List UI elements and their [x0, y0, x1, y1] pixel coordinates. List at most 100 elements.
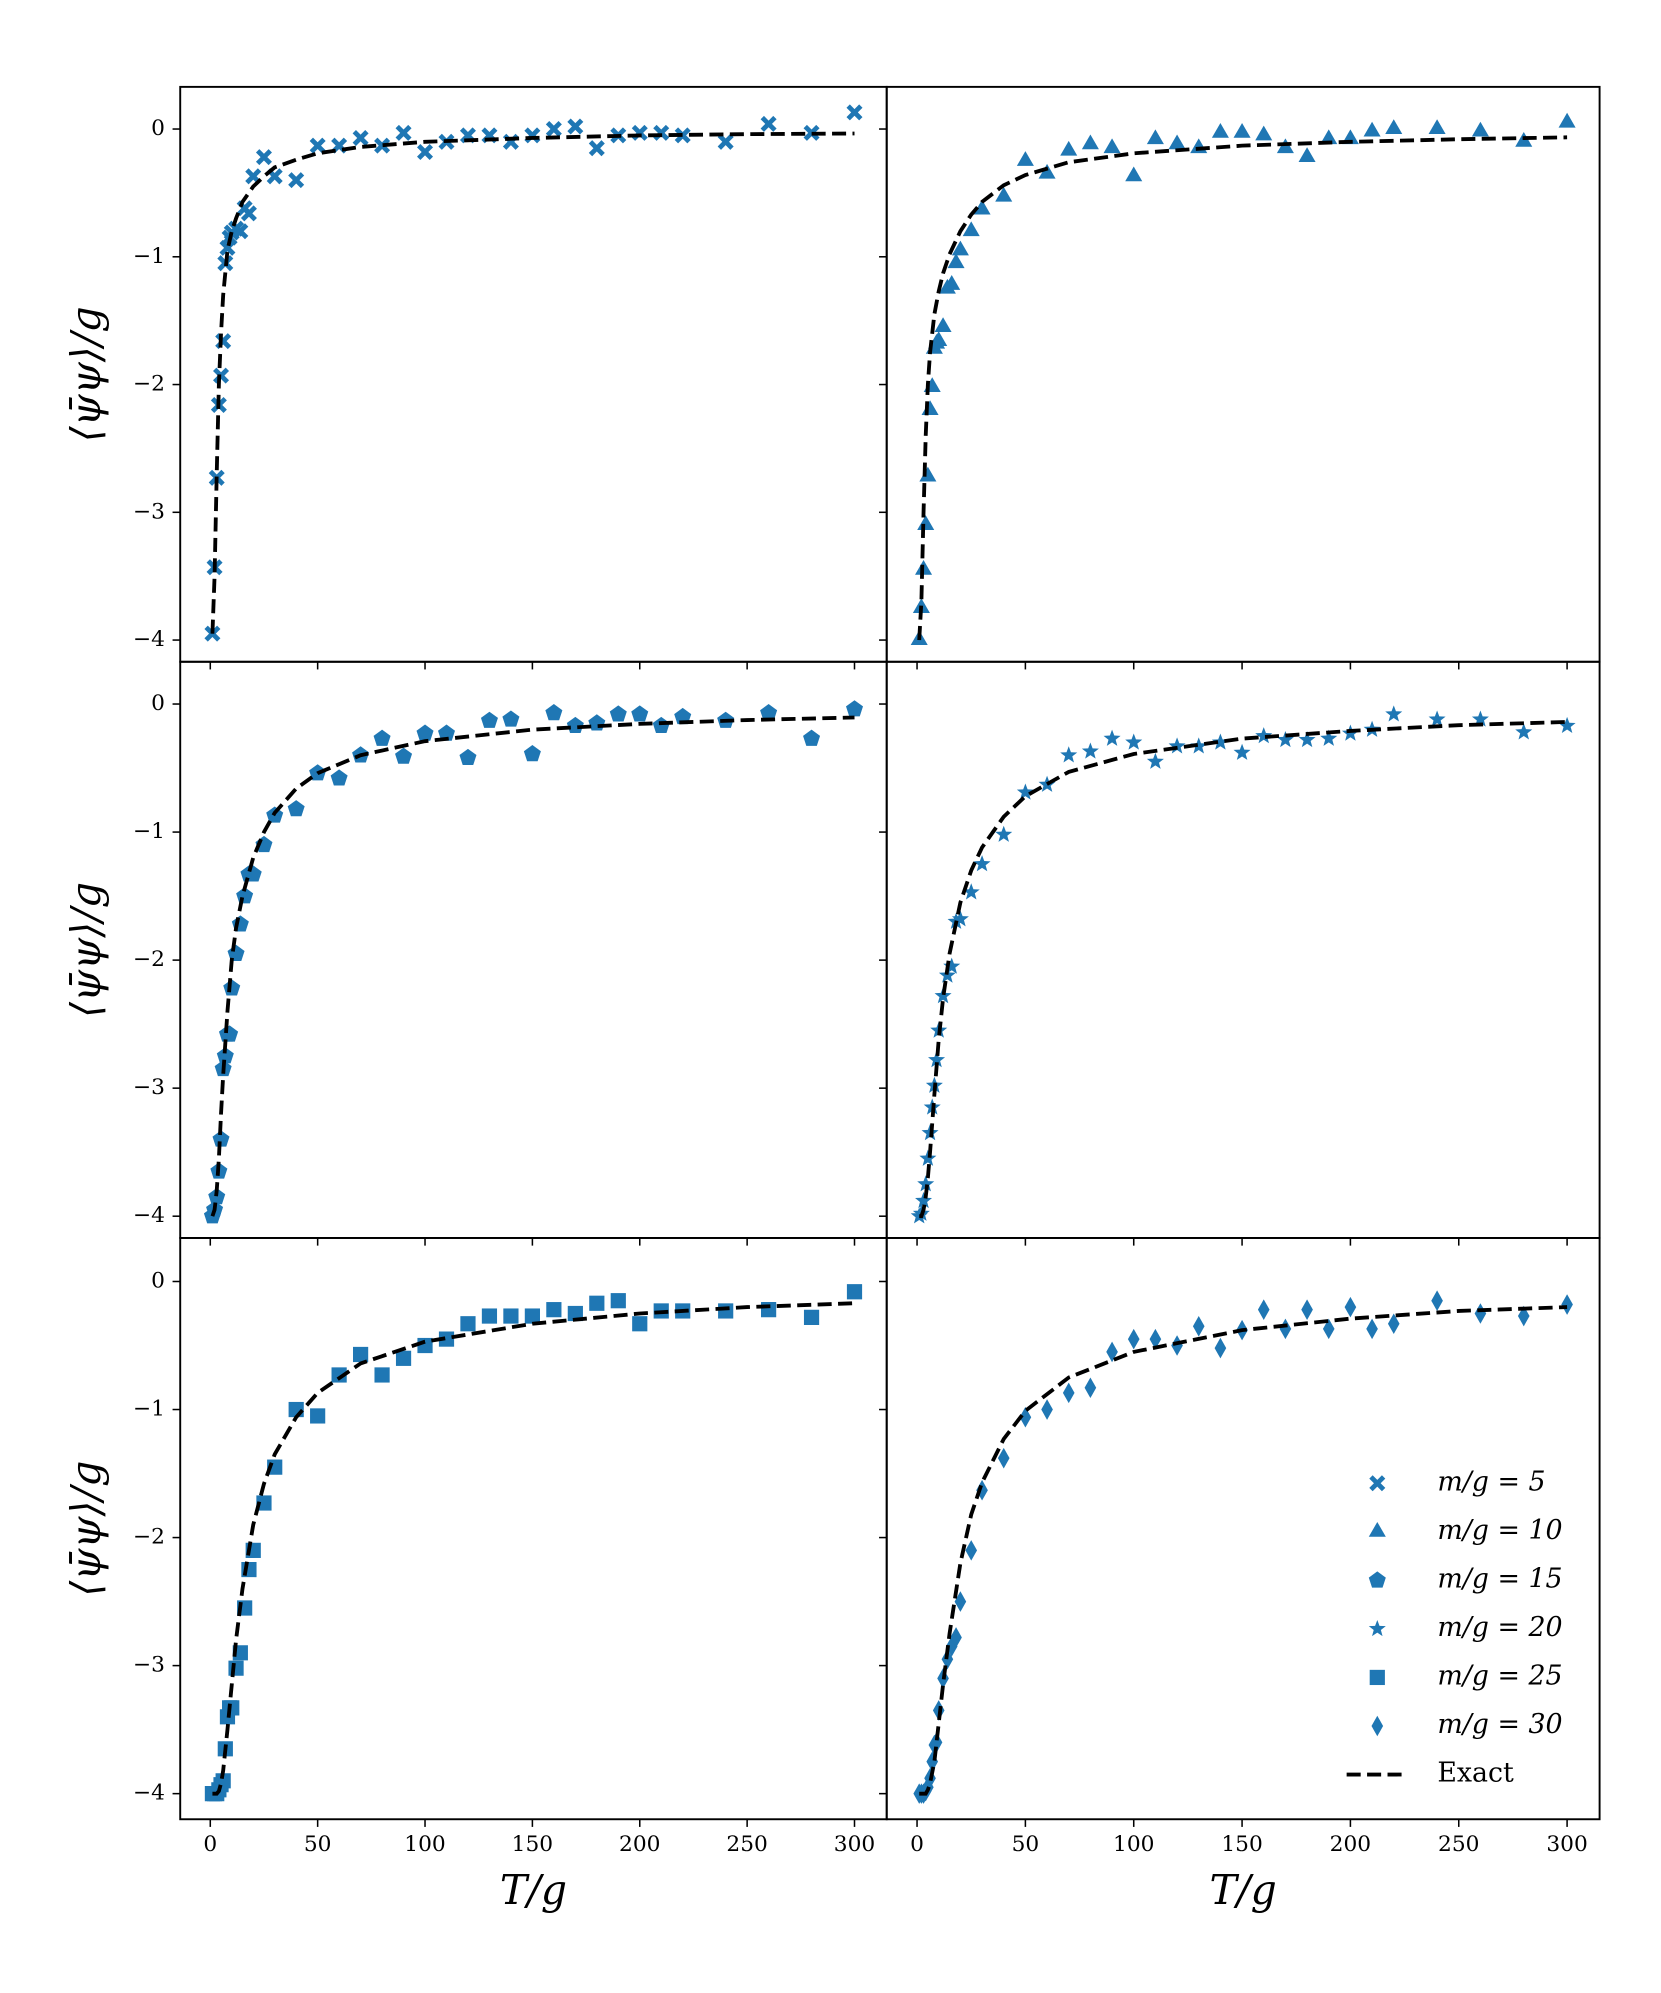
data-point: [1125, 166, 1143, 182]
data-point: [212, 1130, 230, 1147]
data-point: [437, 724, 455, 741]
x-tick-label: 0: [910, 1832, 924, 1857]
data-point: [950, 1627, 962, 1648]
data-point: [973, 855, 991, 872]
data-point: [523, 745, 541, 762]
data-point: [1255, 727, 1273, 744]
data-point: [1038, 163, 1056, 179]
data-point: [287, 800, 305, 817]
data-point: [331, 1367, 347, 1383]
data-point: [1062, 1382, 1075, 1404]
legend-label: m/g = 10: [1437, 1515, 1562, 1546]
data-point: [1385, 119, 1403, 134]
exact-line: [210, 715, 855, 1217]
legend-label: m/g = 5: [1437, 1466, 1545, 1497]
data-point: [803, 729, 821, 746]
data-point: [1363, 121, 1381, 137]
data-point: [1276, 730, 1294, 748]
panel: 0 −1 −2 −3 −4 ⟨ψ̄ψ⟩/g: [62, 85, 888, 670]
data-point: [761, 1302, 777, 1318]
legend-marker: [1369, 1669, 1385, 1686]
axes-frame: [885, 1237, 1601, 1821]
data-point: [1149, 1328, 1162, 1350]
data-point: [567, 1305, 583, 1322]
legend-marker: [1371, 1715, 1384, 1737]
data-point: [1190, 737, 1208, 754]
data-point: [232, 223, 249, 240]
data-point: [965, 1540, 978, 1561]
data-point: [928, 1051, 946, 1068]
data-point: [674, 707, 692, 725]
data-point: [395, 124, 412, 141]
y-tick-label: 0: [151, 691, 165, 716]
data-point: [352, 129, 369, 146]
data-point: [846, 1284, 863, 1300]
legend-marker: [1368, 1571, 1386, 1588]
data-point: [589, 1295, 605, 1311]
data-point: [1171, 1335, 1183, 1356]
data-point: [846, 104, 863, 121]
data-point: [502, 710, 520, 727]
legend-label: m/g = 20: [1437, 1612, 1562, 1643]
data-point: [1558, 112, 1576, 128]
data-point: [460, 1316, 476, 1332]
x-tick-label: 200: [619, 1832, 660, 1857]
data-point: [546, 1302, 562, 1318]
exact-line: [919, 720, 1568, 1219]
x-tick-label: 250: [1438, 1832, 1479, 1857]
data-point: [1084, 1377, 1097, 1399]
data-point: [228, 1660, 244, 1676]
data-point: [803, 1309, 820, 1325]
x-tick-label: 300: [834, 1832, 875, 1857]
data-point: [1103, 138, 1121, 154]
data-point: [1016, 151, 1034, 166]
exact-line: [210, 131, 855, 634]
data-point: [309, 137, 326, 154]
x-tick-label: 150: [512, 1832, 553, 1857]
data-point: [1214, 1337, 1227, 1359]
data-point: [1471, 710, 1489, 727]
data-point: [1428, 119, 1446, 134]
data-point: [373, 729, 391, 746]
data-point: [1387, 1313, 1400, 1335]
x-tick-label: 100: [404, 1832, 445, 1857]
y-tick-label: −2: [133, 372, 165, 397]
data-point: [395, 1350, 412, 1366]
data-point: [962, 883, 980, 900]
data-point: [803, 124, 820, 141]
data-point: [610, 1293, 626, 1309]
data-point: [934, 317, 952, 332]
data-point: [545, 704, 563, 721]
data-point: [934, 987, 952, 1004]
data-point: [1322, 1318, 1335, 1340]
panel: 0 −1 −2 −3 −4 0 50 100 150 200 250 300 ⟨ψ̄ψ⟩/g T/g: [62, 1237, 888, 1914]
y-tick-label: −3: [133, 1075, 165, 1100]
data-point: [588, 140, 605, 157]
y-tick-label: −2: [133, 947, 165, 972]
data-point: [224, 1700, 240, 1716]
y-tick-label: 0: [151, 1268, 165, 1293]
data-point: [216, 1047, 234, 1064]
data-point: [609, 705, 627, 722]
data-point: [1103, 729, 1121, 746]
data-point: [1320, 129, 1338, 145]
data-point: [930, 1732, 943, 1753]
panel: [879, 660, 1601, 1246]
exact-line: [917, 135, 1568, 641]
data-point: [310, 1408, 326, 1424]
y-tick-label: −3: [133, 499, 165, 524]
data-point: [1168, 737, 1186, 754]
data-point: [1192, 1316, 1205, 1337]
data-point: [1060, 746, 1078, 763]
data-point: [951, 910, 969, 927]
data-point: [943, 275, 961, 290]
data-point: [567, 118, 584, 135]
x-tick-label: 250: [726, 1832, 767, 1857]
data-point: [481, 1308, 498, 1324]
data-point: [1146, 129, 1164, 145]
data-point: [674, 127, 691, 144]
data-point: [374, 137, 391, 154]
data-point: [1366, 1318, 1378, 1340]
y-tick-label: −1: [133, 1397, 165, 1422]
